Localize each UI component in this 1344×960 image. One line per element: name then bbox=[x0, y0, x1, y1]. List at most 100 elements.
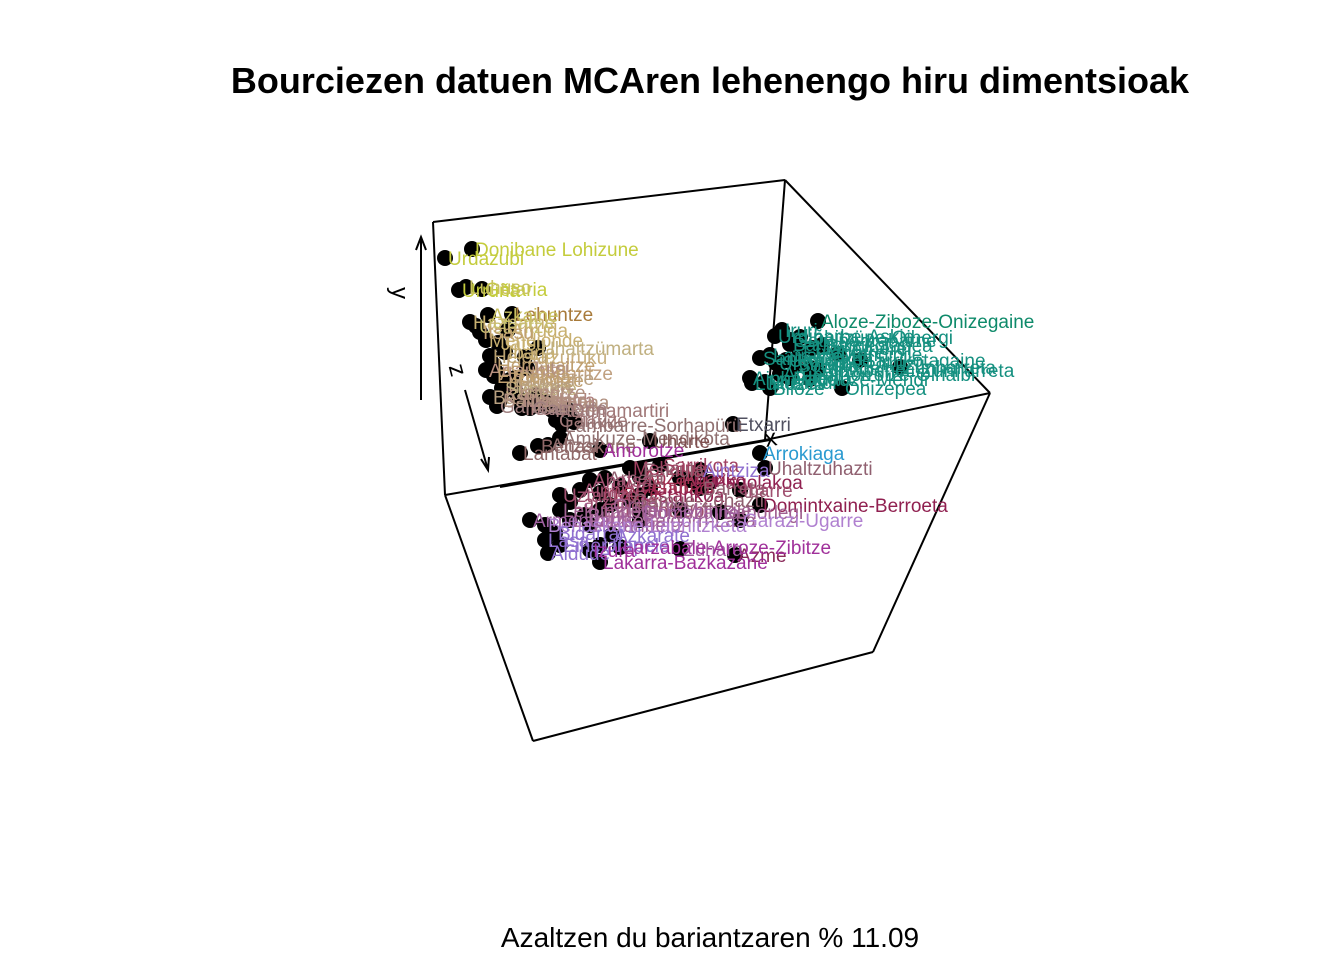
data-point bbox=[592, 442, 608, 458]
point-label: Aldude bbox=[551, 544, 610, 565]
point-label: Barkoxe bbox=[793, 335, 863, 356]
data-point bbox=[802, 371, 818, 387]
data-point bbox=[530, 438, 546, 454]
point-label: Zunharreta bbox=[903, 358, 996, 379]
point-label: Domezaine bbox=[643, 503, 739, 524]
point-label: Garruze bbox=[500, 397, 569, 418]
point-label: Santa Grazi bbox=[763, 349, 863, 370]
point-label: Garazi-Ugarre bbox=[743, 511, 863, 532]
point-label: Hazparne bbox=[473, 313, 555, 334]
data-point bbox=[597, 470, 613, 486]
point-label: Gamue-Zohazti bbox=[633, 491, 764, 512]
point-label: Donibane Lohizune bbox=[475, 240, 639, 261]
data-point bbox=[834, 380, 850, 396]
point-label: Altzai bbox=[551, 436, 597, 457]
point-label: Biloze bbox=[773, 379, 825, 400]
data-point bbox=[602, 497, 618, 513]
point-label: Behaskane-Laphitzketa bbox=[548, 516, 747, 537]
point-label: Lantabat bbox=[523, 444, 598, 465]
box-edge bbox=[532, 651, 874, 742]
point-label: Jutsi bbox=[530, 359, 569, 380]
point-label: Heleta bbox=[493, 347, 548, 368]
point-label: Gabadi bbox=[653, 479, 714, 500]
point-label: Barreta bbox=[703, 479, 766, 500]
box-edge bbox=[764, 392, 991, 441]
point-label: Etxebarre bbox=[803, 343, 885, 364]
point-label: Oragarre bbox=[518, 369, 594, 390]
data-point bbox=[692, 462, 708, 478]
point-label: Gamarte bbox=[533, 399, 607, 420]
data-point bbox=[752, 497, 768, 513]
point-label: Ezterentzubi bbox=[603, 501, 709, 522]
data-point bbox=[592, 485, 608, 501]
point-label: Bidarrai bbox=[558, 524, 623, 545]
data-point bbox=[642, 433, 658, 449]
point-label: Mendionde bbox=[489, 331, 583, 352]
data-point bbox=[652, 457, 668, 473]
data-point bbox=[810, 313, 826, 329]
data-point bbox=[672, 541, 688, 557]
data-point bbox=[830, 346, 846, 362]
z-axis-label: z bbox=[443, 361, 472, 380]
data-point bbox=[464, 241, 480, 257]
data-point bbox=[632, 504, 648, 520]
point-label: Lohitzüne-Oihergi bbox=[803, 328, 953, 349]
point-label: Pagolakoa bbox=[713, 473, 803, 494]
point-label: Idauze-Mendi bbox=[813, 370, 928, 391]
point-label: Ustaritze bbox=[479, 317, 554, 338]
z-axis-arrowhead bbox=[480, 456, 490, 474]
point-label: Muskildi bbox=[768, 373, 837, 394]
data-point bbox=[612, 539, 628, 555]
point-label: Jaxu bbox=[577, 413, 617, 434]
data-point bbox=[752, 350, 768, 366]
point-label: Sarrikotapea bbox=[825, 336, 933, 357]
data-point bbox=[497, 344, 513, 360]
data-point bbox=[472, 324, 488, 340]
data-point bbox=[892, 359, 908, 375]
data-point bbox=[474, 281, 490, 297]
point-label: Lasa bbox=[548, 531, 590, 552]
point-label: Amorotze bbox=[603, 441, 684, 462]
point-label: Izura bbox=[593, 541, 636, 562]
box-edge bbox=[784, 179, 991, 394]
point-label: Ostankoa bbox=[643, 486, 725, 507]
point-label: Bardoze bbox=[513, 371, 584, 392]
point-label: Arrokiaga bbox=[763, 444, 845, 465]
point-label: Ahaxe bbox=[683, 469, 737, 490]
data-point bbox=[560, 402, 576, 418]
point-label: Garruze bbox=[559, 411, 628, 432]
y-axis-label: y bbox=[386, 287, 413, 299]
point-label: Uztaritze bbox=[563, 486, 638, 507]
point-label: Abzako bbox=[643, 468, 706, 489]
data-point bbox=[725, 416, 741, 432]
data-point bbox=[727, 547, 743, 563]
point-label: Zaro bbox=[538, 386, 577, 407]
data-point bbox=[582, 542, 598, 558]
point-label: Behaskane bbox=[541, 437, 636, 458]
point-label: Larzabale bbox=[573, 493, 656, 514]
point-label: Getaria bbox=[485, 280, 548, 301]
data-point bbox=[782, 370, 798, 386]
point-label: Muskildi bbox=[523, 391, 592, 412]
box-edge bbox=[872, 392, 991, 653]
point-label: Jatsu bbox=[501, 334, 546, 355]
point-label: Idauze bbox=[603, 484, 660, 505]
data-point bbox=[592, 554, 608, 570]
point-label: Gotaine-Irabarne bbox=[793, 331, 937, 352]
chart-title: Bourciezen datuen MCAren lehenengo hiru … bbox=[231, 60, 1190, 101]
y-axis-arrowhead bbox=[415, 234, 427, 251]
data-point bbox=[762, 380, 778, 396]
point-label: Sarrikota bbox=[663, 456, 739, 477]
point-label: Kanbo bbox=[505, 384, 560, 405]
data-points bbox=[437, 241, 908, 570]
point-label: Bastida bbox=[493, 388, 557, 409]
point-label: Ahatsa bbox=[593, 471, 653, 492]
point-label: Ainhize bbox=[583, 481, 645, 502]
data-point bbox=[732, 482, 748, 498]
point-label: Arüe-Ithorrotze-Olhaibi bbox=[783, 365, 975, 386]
data-point bbox=[552, 430, 568, 446]
point-label: Uhaltzuhazti bbox=[768, 459, 873, 480]
point-label: Ordiarpe bbox=[613, 496, 687, 517]
point-label: Urdiñarbe-Askie bbox=[778, 327, 914, 348]
